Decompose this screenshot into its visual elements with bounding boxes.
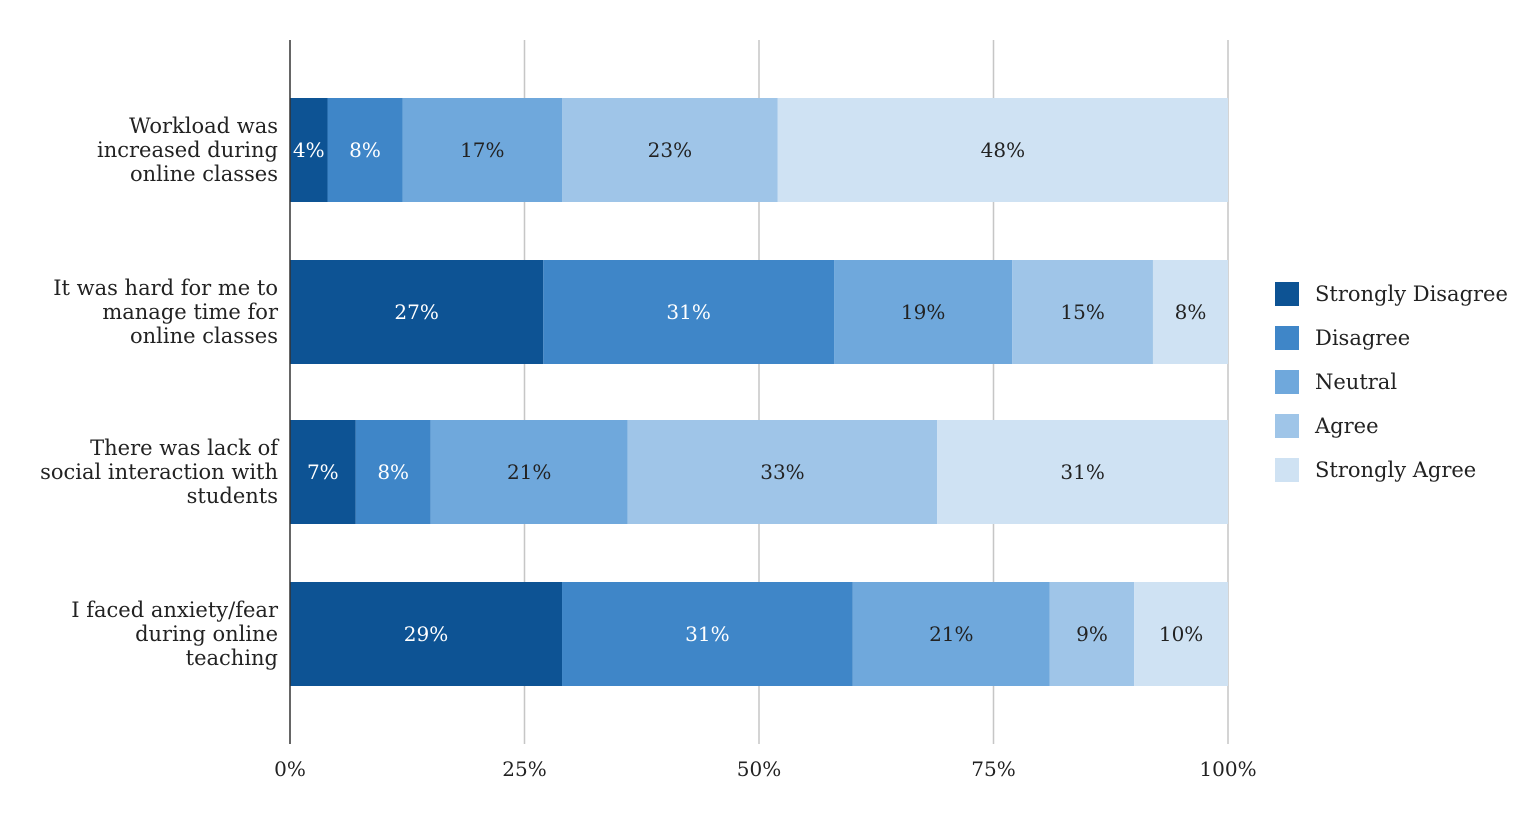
bar-segment (430, 420, 628, 524)
legend-swatch (1275, 414, 1299, 438)
category-label: students (187, 484, 278, 508)
legend-label: Strongly Disagree (1315, 282, 1508, 306)
bar-segment (1152, 260, 1228, 364)
bar-segment (852, 582, 1050, 686)
data-label: 19% (901, 300, 945, 324)
bar-segment (290, 260, 544, 364)
legend-swatch (1275, 282, 1299, 306)
data-label: 4% (293, 138, 325, 162)
x-tick-label: 0% (274, 757, 306, 781)
bar-segment (290, 98, 328, 202)
bar-segment (937, 420, 1228, 524)
legend-swatch (1275, 326, 1299, 350)
category-label: teaching (186, 646, 278, 670)
legend-label: Agree (1314, 414, 1379, 438)
legend-label: Neutral (1315, 370, 1397, 394)
legend-label: Disagree (1315, 326, 1410, 350)
category-label: Workload was (129, 114, 278, 138)
x-tick-label: 25% (502, 757, 546, 781)
data-label: 17% (460, 138, 504, 162)
bar-segment (290, 420, 356, 524)
data-label: 8% (1175, 300, 1207, 324)
x-tick-label: 50% (737, 757, 781, 781)
bar-segment (1012, 260, 1153, 364)
bar-segment (290, 582, 563, 686)
bar-segment (1134, 582, 1228, 686)
bars: 4% 8% 17% 23% 48% 27% 31% 19% 15% 8% 7% 8% 21% 33% 31%… (290, 98, 1228, 686)
data-label: 48% (981, 138, 1025, 162)
legend: Strongly Disagree Disagree Neutral Agree Str… (1275, 282, 1508, 482)
category-label: online classes (130, 162, 278, 186)
category-label: I faced anxiety/fear (71, 598, 279, 622)
data-label: 21% (929, 622, 973, 646)
data-label: 29% (404, 622, 448, 646)
bar-segment (1049, 582, 1135, 686)
bar-segment (834, 260, 1013, 364)
category-label: manage time for (102, 300, 279, 324)
bar-segment (627, 420, 938, 524)
data-label: 7% (307, 460, 339, 484)
bar-segment (355, 420, 431, 524)
data-label: 33% (760, 460, 804, 484)
bar-segment (327, 98, 403, 202)
legend-swatch (1275, 458, 1299, 482)
data-label: 31% (685, 622, 729, 646)
category-label: online classes (130, 324, 278, 348)
data-label: 9% (1076, 622, 1108, 646)
category-label: during online (135, 622, 278, 646)
x-tick-label: 75% (971, 757, 1015, 781)
data-label: 31% (1060, 460, 1104, 484)
category-label: social interaction with (40, 460, 278, 484)
bar-segment (402, 98, 563, 202)
bar-segment (777, 98, 1228, 202)
data-label: 8% (349, 138, 381, 162)
bar-segment (562, 98, 778, 202)
data-label: 27% (394, 300, 438, 324)
data-label: 23% (648, 138, 692, 162)
legend-label: Strongly Agree (1315, 458, 1476, 482)
bar-segment (543, 260, 835, 364)
data-label: 15% (1060, 300, 1104, 324)
category-label: increased during (97, 138, 278, 162)
category-label: It was hard for me to (53, 276, 278, 300)
legend-swatch (1275, 370, 1299, 394)
category-label: There was lack of (90, 436, 280, 460)
data-label: 21% (507, 460, 551, 484)
data-label: 8% (377, 460, 409, 484)
data-label: 31% (666, 300, 710, 324)
x-tick-label: 100% (1199, 757, 1256, 781)
bar-segment (562, 582, 853, 686)
data-label: 10% (1159, 622, 1203, 646)
